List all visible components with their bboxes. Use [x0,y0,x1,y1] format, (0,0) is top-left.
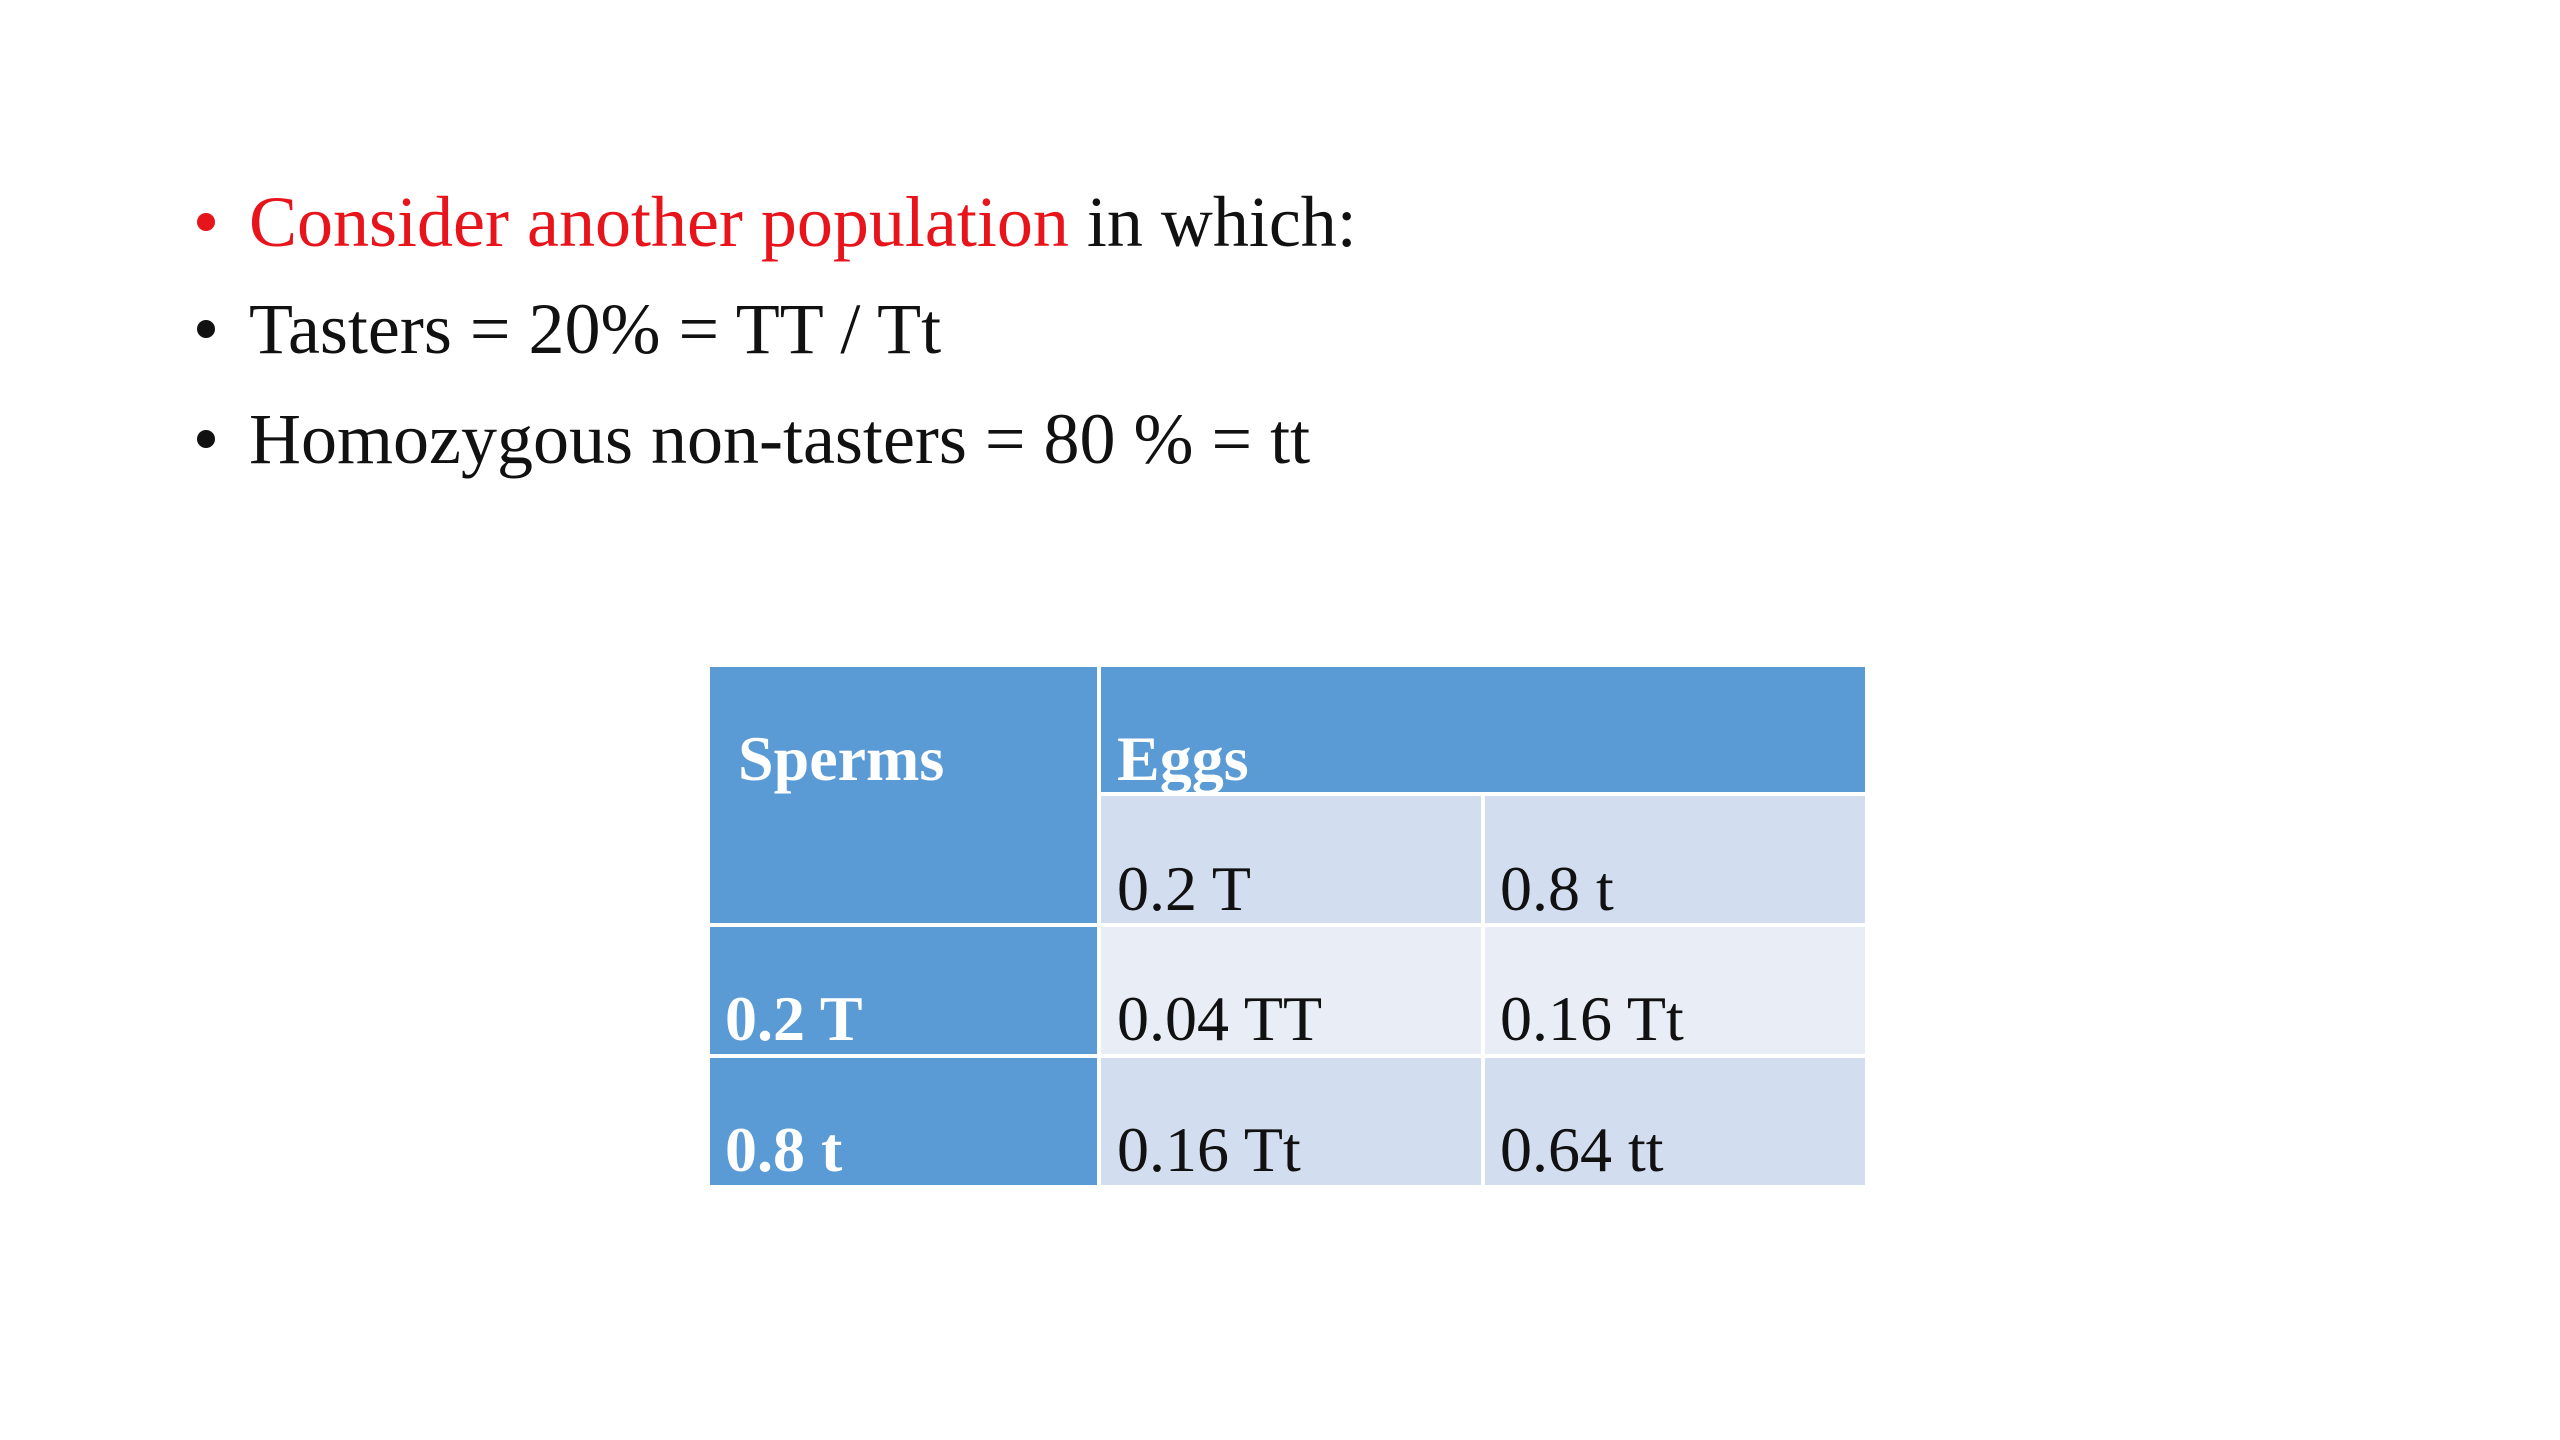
bullet-dot [197,213,215,231]
cell-text: 0.16 Tt [1500,983,1684,1054]
bullet-dot [197,320,215,338]
cell [1101,796,1481,923]
bullet-text: in which: [1086,181,1357,262]
cell [1485,796,1865,923]
row-label: 0.2 T [725,983,863,1054]
eggs-cell [1101,667,1865,792]
cell [1485,1058,1865,1185]
bullet: Tasters = 20% = TT / Tt [197,279,941,379]
cell-text: 0.16 Tt [1117,1114,1301,1185]
row-label: 0.8 t [725,1114,843,1185]
bullet-text: Homozygous non-tasters = 80 % = tt [249,398,1311,479]
bullet-dot [197,430,215,448]
cell [1101,1058,1481,1185]
cell [1485,927,1865,1054]
egg-allele: 0.2 T [1117,853,1251,924]
sperms-cell [710,667,1097,923]
cell [1101,927,1481,1054]
header-text: Sperms [738,723,945,794]
bullet-text: Tasters = 20% = TT / Tt [249,288,942,369]
cell-text: 0.04 TT [1117,983,1323,1054]
bullet: Homozygous non-tasters = 80 % = tt [197,389,1310,489]
egg-allele: 0.8 t [1500,853,1614,924]
header-text: Eggs [1117,723,1249,794]
highlight-text: Consider another population [249,181,1069,262]
bullet: Consider another population in which: [197,172,1357,272]
row-label-cell [710,1058,1097,1185]
cell-text: 0.64 tt [1500,1114,1664,1185]
row-label-cell [710,927,1097,1054]
